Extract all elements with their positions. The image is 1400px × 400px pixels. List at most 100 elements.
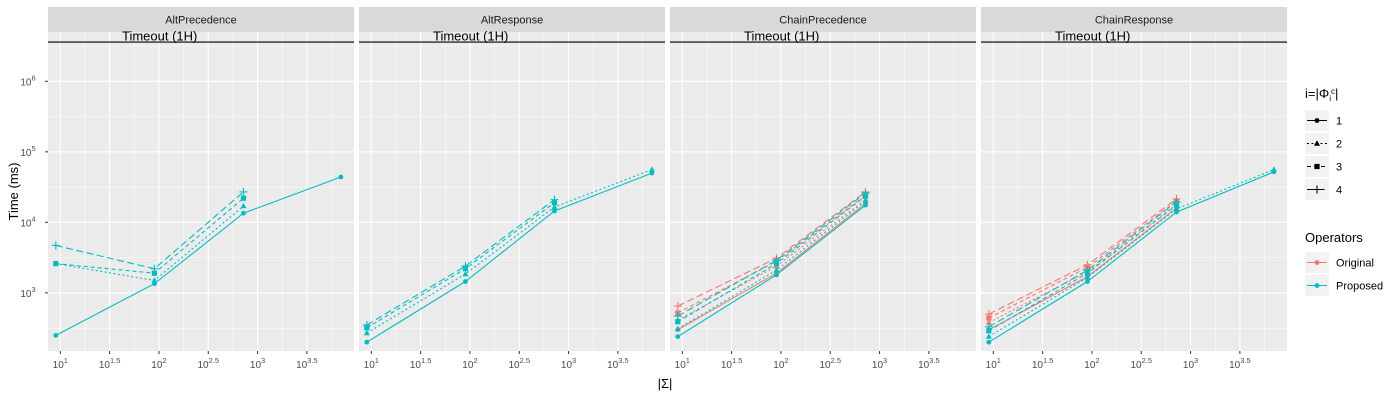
data-point bbox=[552, 208, 557, 214]
x-tick-label: 102.5 bbox=[1130, 356, 1152, 371]
data-point bbox=[774, 272, 779, 278]
legend-key-marker bbox=[1314, 163, 1320, 170]
legend-label: Original bbox=[1336, 258, 1374, 270]
x-tick-label: 101 bbox=[53, 356, 68, 371]
series-proposed-i1 bbox=[53, 174, 344, 338]
y-tick-label: 106 bbox=[20, 73, 35, 88]
data-point bbox=[551, 203, 558, 210]
data-point bbox=[773, 266, 780, 273]
panel-background bbox=[359, 32, 665, 351]
facet-title: ChainPrecedence bbox=[779, 15, 866, 27]
x-tick-label: 103.5 bbox=[296, 356, 318, 371]
legend-key-shape-2: 2 bbox=[1305, 133, 1342, 154]
series-proposed-i4 bbox=[984, 197, 1181, 331]
x-tick-label: 103.5 bbox=[1229, 356, 1251, 371]
series-line bbox=[677, 195, 866, 314]
data-point bbox=[362, 321, 371, 330]
legend-label: 2 bbox=[1336, 139, 1342, 151]
series-line bbox=[366, 172, 653, 343]
data-point bbox=[1172, 197, 1181, 206]
legend-key-marker bbox=[1314, 283, 1320, 288]
legend-key-marker bbox=[1314, 260, 1320, 265]
x-tick-label: 103 bbox=[872, 356, 887, 371]
series-proposed-i2 bbox=[363, 166, 655, 336]
data-point bbox=[239, 187, 248, 196]
data-point bbox=[984, 310, 993, 319]
data-point bbox=[462, 270, 469, 277]
data-point bbox=[1083, 266, 1092, 275]
data-point bbox=[673, 302, 682, 311]
y-tick-label: 105 bbox=[20, 144, 35, 159]
series-proposed-i4 bbox=[673, 189, 870, 321]
series-proposed-i3 bbox=[53, 195, 247, 276]
legend-key-color-original: Original bbox=[1305, 252, 1374, 273]
data-point bbox=[151, 277, 158, 283]
facet-title: AltResponse bbox=[481, 15, 543, 27]
series-line bbox=[988, 203, 1177, 323]
x-tick-label: 102 bbox=[773, 356, 788, 371]
legend-label: Proposed bbox=[1336, 281, 1383, 293]
series-proposed-i4 bbox=[51, 187, 248, 273]
y-tick-label: 104 bbox=[20, 214, 35, 229]
x-tick-label: 101 bbox=[364, 356, 379, 371]
data-point bbox=[675, 334, 681, 340]
series-line bbox=[988, 200, 1177, 319]
data-point bbox=[861, 189, 870, 198]
facet-title: ChainResponse bbox=[1095, 15, 1173, 27]
data-point bbox=[863, 202, 868, 208]
x-tick-label: 103 bbox=[1183, 356, 1198, 371]
data-point bbox=[53, 261, 59, 267]
data-point bbox=[1270, 166, 1277, 172]
x-tick-label: 103.5 bbox=[607, 356, 629, 371]
timeout-label: Timeout (1H) bbox=[433, 29, 508, 44]
legend-key-shape-1: 1 bbox=[1305, 110, 1342, 131]
data-point bbox=[985, 319, 992, 325]
facet-title: AltPrecedence bbox=[165, 15, 237, 27]
series-line bbox=[677, 192, 866, 317]
y-axis-title: Time (ms) bbox=[6, 162, 21, 220]
data-point bbox=[648, 166, 655, 172]
panel-background bbox=[48, 32, 354, 351]
data-point bbox=[1173, 205, 1180, 212]
data-point bbox=[240, 202, 247, 209]
series-proposed-i1 bbox=[675, 202, 868, 340]
series-proposed-i1 bbox=[986, 169, 1277, 345]
series-proposed-i2 bbox=[985, 166, 1277, 339]
data-point bbox=[985, 333, 992, 339]
legend-label: 1 bbox=[1336, 116, 1342, 128]
data-point bbox=[241, 210, 246, 216]
data-point bbox=[51, 241, 60, 250]
legend-color-title: Operators bbox=[1305, 230, 1363, 245]
x-tick-label: 103 bbox=[250, 356, 265, 371]
series-proposed-i1 bbox=[364, 170, 655, 345]
facet-panel-chainresponse: ChainResponse Timeout (1H) bbox=[981, 7, 1287, 351]
panel-background bbox=[981, 32, 1287, 351]
series-proposed-i4 bbox=[362, 195, 559, 330]
data-point bbox=[673, 312, 682, 321]
data-point bbox=[364, 339, 370, 345]
data-point bbox=[461, 262, 470, 271]
legend-key-shape-4: 4 bbox=[1305, 179, 1342, 200]
y-tick-label: 103 bbox=[20, 285, 35, 300]
data-point bbox=[53, 332, 59, 338]
legend-label: 4 bbox=[1336, 185, 1342, 197]
timeout-label: Timeout (1H) bbox=[122, 29, 197, 44]
legend-key-shape-3: 3 bbox=[1305, 156, 1342, 177]
legend: i=|Φic| 1 2 3 4 Operators Original Proposed bbox=[1305, 86, 1383, 296]
x-tick-label: 101.5 bbox=[99, 356, 121, 371]
data-point bbox=[363, 329, 370, 336]
data-point bbox=[151, 270, 158, 276]
facet-panels: AltPrecedence Timeout (1H) AltResponse Time… bbox=[48, 7, 1287, 351]
timeout-label: Timeout (1H) bbox=[1055, 29, 1130, 44]
x-tick-label: 103.5 bbox=[918, 356, 940, 371]
series-line bbox=[988, 201, 1177, 328]
facet-strip bbox=[359, 7, 665, 32]
legend-shape-title: i=|Φic| bbox=[1305, 86, 1338, 103]
data-point bbox=[150, 264, 159, 273]
legend-label: 3 bbox=[1336, 162, 1342, 174]
series-line bbox=[677, 200, 866, 330]
data-point bbox=[463, 279, 468, 284]
data-point bbox=[984, 322, 993, 331]
data-point bbox=[862, 197, 869, 204]
data-point bbox=[649, 170, 655, 176]
